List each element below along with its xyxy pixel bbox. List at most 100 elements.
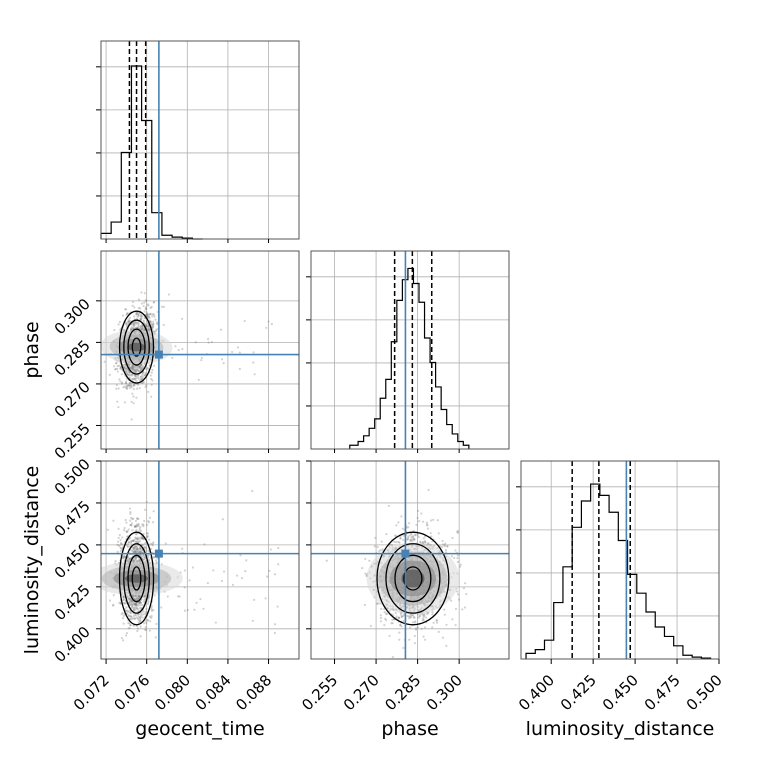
sample-point [129,623,132,627]
sample-point [135,396,138,399]
sample-point [139,616,142,619]
sample-point [194,341,197,344]
sample-point [454,549,457,552]
sample-point [410,532,413,535]
x-tick-label: 0.450 [599,671,642,714]
sample-point [411,536,415,539]
sample-point [139,318,142,321]
sample-point [381,548,384,551]
sample-point [397,521,400,524]
sample-point [373,545,376,548]
sample-point [134,374,137,377]
sample-point [379,548,382,552]
sample-point [156,557,159,560]
sample-point [134,605,137,608]
sample-point [112,365,116,368]
sample-point [129,523,132,527]
sample-point [146,314,149,318]
sample-point [136,375,139,378]
hist-bar [554,603,563,659]
sample-point [145,313,149,316]
sample-point [138,620,142,623]
sample-point [131,300,135,304]
sample-point [152,322,155,326]
sample-point [144,324,148,327]
sample-point [409,533,413,536]
sample-point [148,328,152,332]
sample-point [130,604,133,607]
sample-point [424,541,427,544]
sample-point [137,313,140,316]
sample-point [200,359,203,362]
sample-point [138,613,141,616]
sample-point [141,328,144,331]
sample-point [441,543,444,546]
sample-point [129,624,132,627]
sample-point [391,655,394,659]
sample-point [151,323,154,326]
sample-point [138,365,141,369]
sample-point [238,367,241,371]
sample-point [456,530,459,534]
sample-point [127,320,130,323]
sample-point [131,539,134,542]
sample-point [443,545,446,548]
sample-point [134,519,138,523]
sample-point [119,541,123,545]
sample-point [385,619,388,622]
sample-point [132,384,136,387]
sample-point [129,618,132,621]
sample-point [405,538,409,541]
sample-point [251,489,254,493]
sample-point [131,606,134,609]
sample-point [132,368,135,371]
hist-step-line [100,65,203,240]
sample-point [139,325,142,328]
sample-point [177,595,180,598]
sample-point [138,601,141,605]
sample-point [127,320,130,323]
sample-point [134,320,137,324]
sample-point [401,615,404,618]
sample-point [138,369,141,372]
sample-point [137,615,140,618]
sample-point [116,367,119,370]
sample-point [181,547,184,550]
sample-point [142,622,146,625]
sample-point [277,546,280,550]
sample-point [132,365,135,368]
sample-point [133,524,136,528]
sample-point [153,300,156,304]
sample-point [138,364,141,368]
sample-point [144,307,148,311]
sample-point [116,550,119,553]
sample-point [147,328,150,331]
sample-point [125,530,128,533]
sample-point [125,530,128,534]
sample-point [152,541,155,544]
sample-point [144,385,147,389]
x-axis-label: geocent_time [135,718,264,740]
sample-point [126,387,129,390]
sample-point [140,377,143,381]
sample-point [139,367,142,371]
sample-point [191,566,195,569]
sample-point [139,615,143,618]
sample-point [400,615,404,619]
sample-point [379,620,382,623]
sample-point [411,614,414,617]
sample-point [143,301,146,304]
sample-point [131,603,134,606]
sample-point [128,558,131,561]
sample-point [132,325,136,328]
sample-point [129,540,132,543]
sample-point [134,365,137,368]
sample-point [137,313,140,316]
sample-point [253,598,256,601]
sample-point [130,616,133,619]
hist-bar [458,441,464,449]
sample-point [134,613,137,616]
sample-point [135,326,138,329]
sample-point [132,617,135,620]
